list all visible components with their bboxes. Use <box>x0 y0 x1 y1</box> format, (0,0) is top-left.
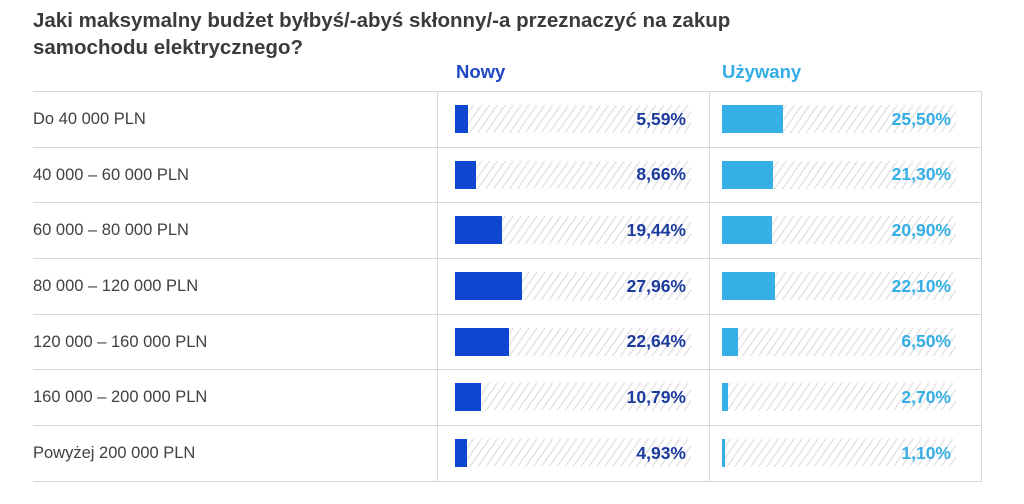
column-header-uzywany: Używany <box>722 61 802 82</box>
nowy-percent: 5,59% <box>636 108 686 129</box>
uzywany-percent: 6,50% <box>901 331 951 352</box>
uzywany-bar-track: 20,90% <box>722 216 956 245</box>
nowy-bar <box>455 439 467 468</box>
nowy-bar-track: 4,93% <box>455 439 691 468</box>
uzywany-cell: 6,50% <box>709 314 982 370</box>
uzywany-bar-track: 25,50% <box>722 105 956 133</box>
nowy-cell: 27,96% <box>437 259 709 314</box>
column-header-nowy: Nowy <box>456 61 506 82</box>
nowy-bar-track: 19,44% <box>455 216 691 245</box>
uzywany-bar-track: 6,50% <box>722 327 956 356</box>
uzywany-bar <box>722 160 774 189</box>
uzywany-percent: 22,10% <box>891 275 951 296</box>
uzywany-cell: 22,10% <box>709 259 982 314</box>
table-row: 80 000 – 120 000 PLN 27,96% 22,10% <box>33 259 982 315</box>
nowy-bar <box>455 105 469 133</box>
row-label: 120 000 – 160 000 PLN <box>33 332 208 351</box>
table-row: 160 000 – 200 000 PLN 10,79% 2,70% <box>33 370 982 427</box>
uzywany-bar <box>722 383 729 412</box>
row-label: 80 000 – 120 000 PLN <box>33 276 199 295</box>
nowy-percent: 27,96% <box>626 275 686 296</box>
uzywany-cell: 1,10% <box>709 426 982 481</box>
row-label: Do 40 000 PLN <box>33 109 146 128</box>
table-row: 40 000 – 60 000 PLN 8,66% 21,30% <box>33 147 982 204</box>
nowy-percent: 10,79% <box>626 386 686 407</box>
nowy-bar-track: 8,66% <box>455 160 691 189</box>
nowy-bar-track: 22,64% <box>455 327 691 356</box>
uzywany-percent: 1,10% <box>901 442 951 463</box>
uzywany-cell: 2,70% <box>709 370 982 426</box>
nowy-bar <box>455 327 510 356</box>
nowy-cell: 5,59% <box>437 92 709 147</box>
uzywany-bar <box>722 272 776 301</box>
uzywany-bar <box>722 327 738 356</box>
uzywany-bar <box>722 216 773 245</box>
uzywany-percent: 21,30% <box>891 164 951 185</box>
nowy-bar <box>455 216 502 245</box>
nowy-cell: 8,66% <box>437 147 709 203</box>
nowy-bar <box>455 160 476 189</box>
uzywany-bar-track: 1,10% <box>722 439 956 468</box>
nowy-percent: 4,93% <box>636 442 686 463</box>
chart-title: Jaki maksymalny budżet byłbyś/-abyś skło… <box>33 9 731 59</box>
nowy-percent: 8,66% <box>636 164 686 185</box>
row-label: Powyżej 200 000 PLN <box>33 443 196 462</box>
nowy-bar <box>455 383 481 412</box>
uzywany-percent: 2,70% <box>901 386 951 407</box>
uzywany-bar-track: 22,10% <box>722 272 956 301</box>
uzywany-cell: 20,90% <box>709 203 982 259</box>
nowy-bar-track: 10,79% <box>455 383 691 412</box>
table-row: 60 000 – 80 000 PLN 19,44% 20,90% <box>33 203 982 260</box>
uzywany-percent: 20,90% <box>891 219 951 240</box>
table-row: 120 000 – 160 000 PLN 22,64% 6,50% <box>33 314 982 371</box>
nowy-percent: 19,44% <box>626 219 686 240</box>
row-label: 160 000 – 200 000 PLN <box>33 388 208 407</box>
uzywany-bar-track: 21,30% <box>722 160 956 189</box>
nowy-percent: 22,64% <box>626 331 686 352</box>
nowy-cell: 22,64% <box>437 314 709 370</box>
nowy-bar-track: 5,59% <box>455 105 691 133</box>
uzywany-bar-track: 2,70% <box>722 383 956 412</box>
uzywany-cell: 25,50% <box>709 92 982 147</box>
table-row: Do 40 000 PLN 5,59% 25,50% <box>33 92 982 148</box>
table-row: Powyżej 200 000 PLN 4,93% 1,10% <box>33 426 982 482</box>
nowy-cell: 4,93% <box>437 426 709 481</box>
nowy-bar <box>455 272 523 301</box>
nowy-cell: 10,79% <box>437 370 709 426</box>
uzywany-bar <box>722 105 784 133</box>
row-label: 60 000 – 80 000 PLN <box>33 221 189 240</box>
uzywany-percent: 25,50% <box>891 108 951 129</box>
budget-table: Do 40 000 PLN 5,59% 25,50% 40 000 – 60 0… <box>33 91 982 482</box>
uzywany-bar <box>722 439 725 468</box>
nowy-bar-track: 27,96% <box>455 272 691 301</box>
nowy-cell: 19,44% <box>437 203 709 259</box>
uzywany-cell: 21,30% <box>709 147 982 203</box>
row-label: 40 000 – 60 000 PLN <box>33 165 189 184</box>
